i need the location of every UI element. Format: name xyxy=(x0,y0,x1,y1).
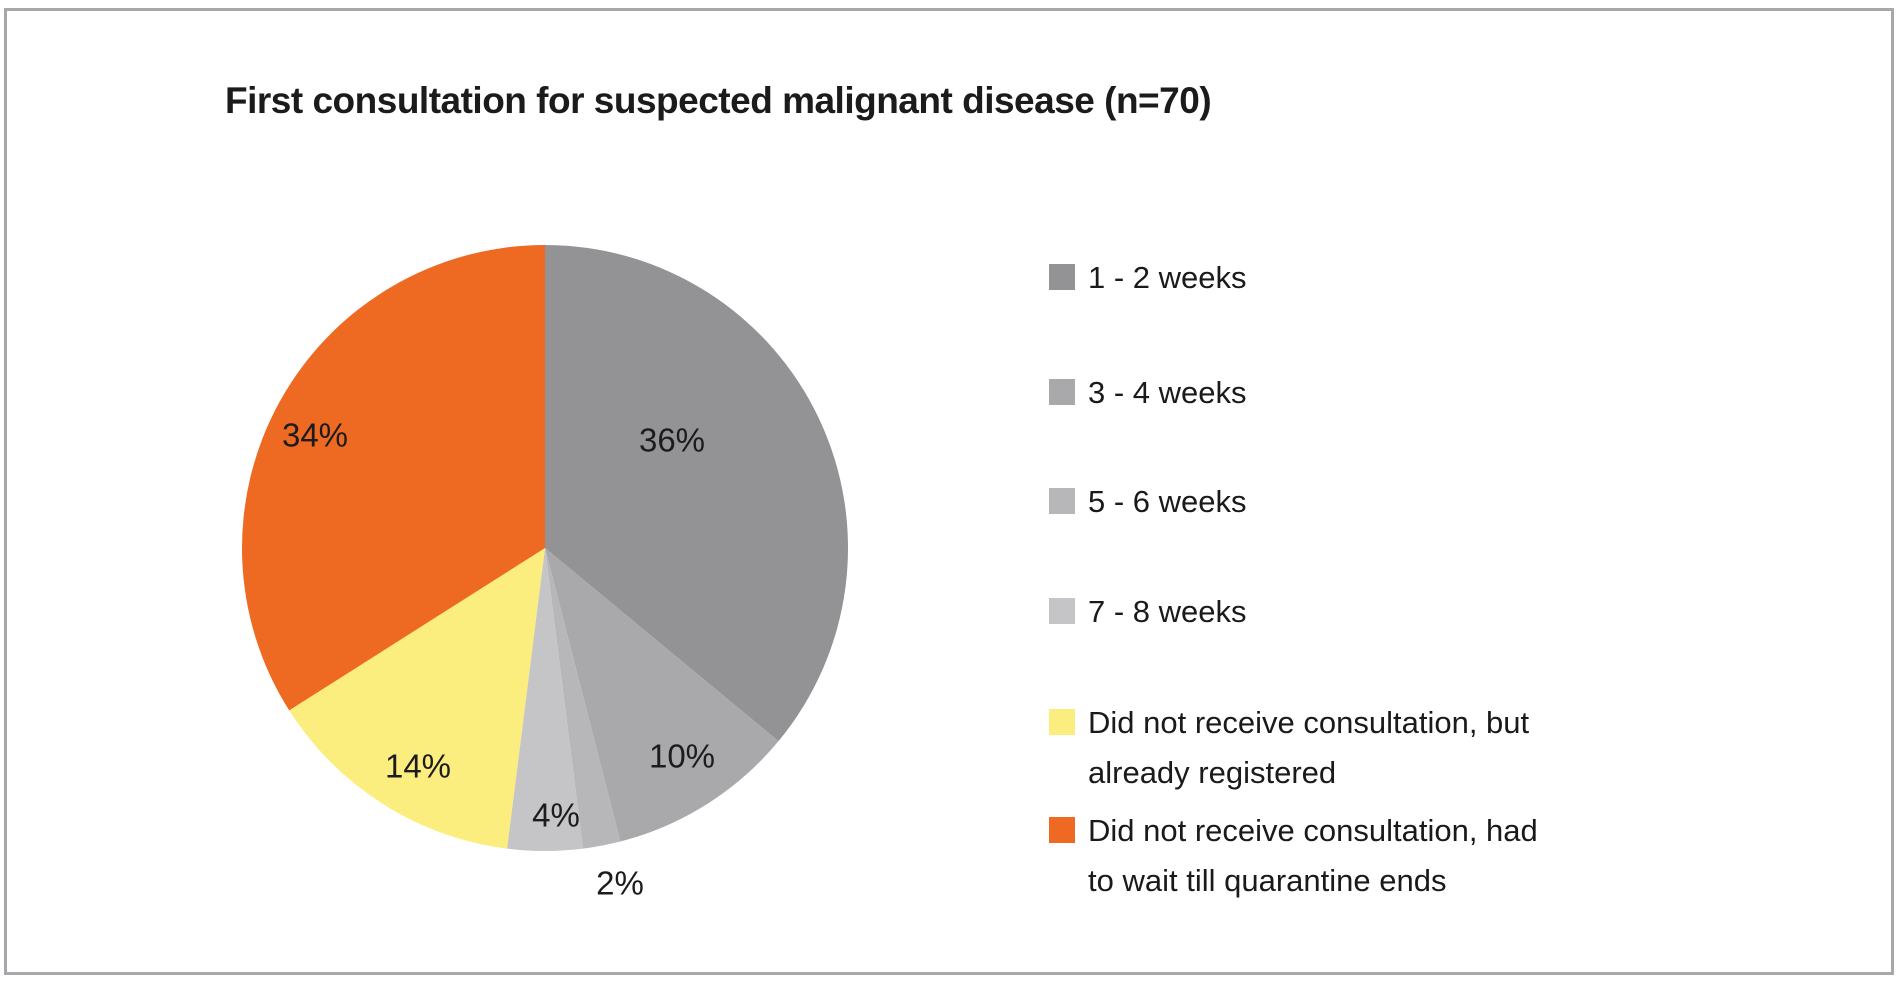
pie-data-label: 34% xyxy=(282,417,348,454)
legend-color-swatch-icon xyxy=(1049,379,1075,405)
legend-item: 3 - 4 weeks xyxy=(1049,368,1247,418)
pie-data-label: 14% xyxy=(385,748,451,785)
legend-item: Did not receive consultation, but already… xyxy=(1049,698,1529,798)
legend-item: 1 - 2 weeks xyxy=(1049,253,1247,303)
legend-label: 7 - 8 weeks xyxy=(1088,594,1247,629)
pie-data-label: 4% xyxy=(532,797,580,834)
legend-label: 3 - 4 weeks xyxy=(1088,375,1247,410)
legend-color-swatch-icon xyxy=(1049,598,1075,624)
legend-color-swatch-icon xyxy=(1049,817,1075,843)
legend-label: 1 - 2 weeks xyxy=(1088,260,1247,295)
legend-label: Did not receive consultation, but already… xyxy=(1088,705,1530,790)
legend-item: 5 - 6 weeks xyxy=(1049,477,1247,527)
legend-color-swatch-icon xyxy=(1049,488,1075,514)
pie-data-label: 36% xyxy=(639,422,705,459)
chart-title: First consultation for suspected maligna… xyxy=(225,80,1212,121)
legend-label: Did not receive consultation, had to wait… xyxy=(1088,813,1538,898)
pie-slice-5 xyxy=(289,548,545,849)
pie-slice-1 xyxy=(545,245,849,742)
pie-data-label: 2% xyxy=(596,865,644,899)
legend-item: Did not receive consultation, had to wait… xyxy=(1049,806,1538,906)
legend-color-swatch-icon xyxy=(1049,709,1075,735)
legend-label: 5 - 6 weeks xyxy=(1088,484,1247,519)
pie-slice-4 xyxy=(507,548,583,851)
pie-chart: 36% 10% 2% 4% 14% 34% xyxy=(241,244,849,899)
pie-data-label: 10% xyxy=(649,738,715,775)
pie-slice-2 xyxy=(545,548,779,842)
pie-slice-6 xyxy=(241,244,545,711)
pie-slice-3 xyxy=(545,548,621,849)
legend-color-swatch-icon xyxy=(1049,264,1075,290)
legend-item: 7 - 8 weeks xyxy=(1049,587,1247,637)
